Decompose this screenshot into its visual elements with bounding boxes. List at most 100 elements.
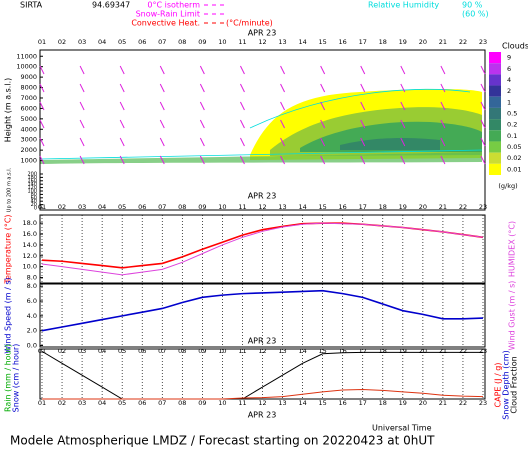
colorbar-swatch — [489, 130, 501, 142]
axis-label: Temperature (°C) — [4, 214, 13, 284]
x-tick-label: 03 — [78, 203, 86, 211]
colorbar-label: 0.01 — [507, 165, 521, 173]
x-tick-label: 16 — [339, 399, 347, 407]
wind-barb — [199, 137, 205, 147]
y-tick-label: 8.0 — [27, 282, 37, 290]
colorbar-label: 2 — [507, 87, 511, 95]
wind-barb — [280, 101, 285, 111]
wind-barb — [440, 101, 446, 111]
wind-barb — [480, 83, 486, 93]
axis-label: CAPE (J / g) — [494, 363, 503, 408]
wind-barb — [320, 101, 326, 111]
x-tick-label: 19 — [399, 38, 407, 46]
y-tick-label: 2000 — [20, 146, 37, 154]
x-tick-label: 09 — [198, 38, 206, 46]
x-tick-label: 15 — [318, 399, 326, 407]
wind-barb — [480, 119, 486, 129]
wind-barb — [159, 83, 165, 93]
x-tick-label: 11 — [238, 203, 246, 211]
wind-barb — [39, 137, 45, 147]
colorbar-swatch — [489, 141, 501, 153]
y-tick-label: 6000 — [20, 104, 37, 112]
axis-label: Wind Speed (m / s) — [4, 277, 13, 353]
wind-barb — [199, 101, 205, 111]
axis-label: Up to 200 m a.s.l. — [7, 167, 13, 212]
x-tick-label: 09 — [198, 399, 206, 407]
x-tick-label: 10 — [218, 399, 226, 407]
x-tick-label: 14 — [298, 347, 306, 355]
wind-barb — [360, 119, 366, 129]
rh-label: Relative Humidity — [368, 1, 439, 10]
wind-barb — [320, 137, 326, 147]
x-tick-label: 03 — [78, 399, 86, 407]
wind-barb — [480, 65, 486, 75]
x-tick-label: 05 — [118, 203, 126, 211]
x-tick-label: 18 — [379, 38, 387, 46]
wind-barb — [79, 83, 85, 93]
colorbar-label: 0.05 — [507, 143, 521, 151]
wind-barb — [320, 65, 326, 75]
y-tick-label: 20 — [31, 202, 37, 208]
wind-barb — [159, 155, 165, 165]
plot-frame — [39, 49, 486, 211]
x-title: Universal Time — [372, 424, 432, 433]
x-tick-label: 22 — [459, 203, 467, 211]
wind-barb — [280, 137, 285, 147]
y-tick-label: 8000 — [20, 84, 37, 92]
x-tick-label: 13 — [278, 399, 286, 407]
colorbar-swatch — [489, 152, 501, 164]
y-tick-label: 2.0 — [27, 327, 37, 335]
x-tick-label: 17 — [359, 399, 367, 407]
y-tick-label: 11000 — [16, 52, 37, 60]
colorbar-label: 0.5 — [507, 110, 517, 118]
x-tick-label: 07 — [158, 347, 166, 355]
x-tick-label: 01 — [38, 347, 46, 355]
series-line — [41, 222, 484, 276]
y-tick-label: 4000 — [20, 125, 37, 133]
date-label: APR 23 — [248, 192, 277, 201]
y-tick-label: 10.0 — [23, 263, 37, 271]
x-tick-label: 17 — [359, 38, 367, 46]
axis-label: Cloud Fraction — [510, 356, 519, 413]
legend-unit: (°C/minute) — [226, 19, 273, 28]
wind-barb — [440, 65, 446, 75]
y-tick-label: 0.0 — [27, 342, 37, 350]
wind-barb — [360, 137, 366, 147]
x-tick-label: 13 — [278, 38, 286, 46]
x-tick-label: 06 — [138, 399, 146, 407]
wind-barb — [79, 137, 85, 147]
x-tick-label: 12 — [258, 347, 266, 355]
wind-barb — [39, 119, 45, 129]
x-tick-label: 04 — [98, 203, 106, 211]
series-line — [41, 289, 484, 332]
x-tick-label: 02 — [58, 38, 66, 46]
rh-low: (60 %) — [462, 10, 489, 19]
x-tick-label: 23 — [479, 38, 487, 46]
wind-barb — [39, 101, 45, 111]
wind-barb — [400, 155, 406, 165]
x-tick-label: 14 — [298, 38, 306, 46]
x-tick-label: 05 — [118, 38, 126, 46]
wind-barb — [240, 119, 245, 129]
wind-barb — [280, 65, 285, 75]
x-tick-label: 06 — [138, 203, 146, 211]
y-tick-label: 100 — [27, 189, 37, 195]
wind-barb — [360, 65, 366, 75]
wind-barb — [360, 83, 366, 93]
wind-barb — [400, 65, 406, 75]
x-tick-label: 11 — [238, 347, 246, 355]
wind-barb — [39, 65, 45, 75]
wind-barb — [39, 83, 45, 93]
wind-barb — [320, 119, 326, 129]
x-tick-label: 10 — [218, 203, 226, 211]
x-tick-label: 15 — [318, 347, 326, 355]
y-tick-label: 10000 — [16, 63, 37, 71]
rh-high: 90 % — [462, 1, 483, 10]
x-tick-label: 08 — [178, 38, 186, 46]
y-tick-label: 9000 — [20, 73, 37, 81]
x-tick-label: 20 — [419, 399, 427, 407]
x-tick-label: 05 — [118, 399, 126, 407]
axis-label: Rain (mm / hour) — [4, 344, 13, 412]
x-tick-label: 06 — [138, 347, 146, 355]
